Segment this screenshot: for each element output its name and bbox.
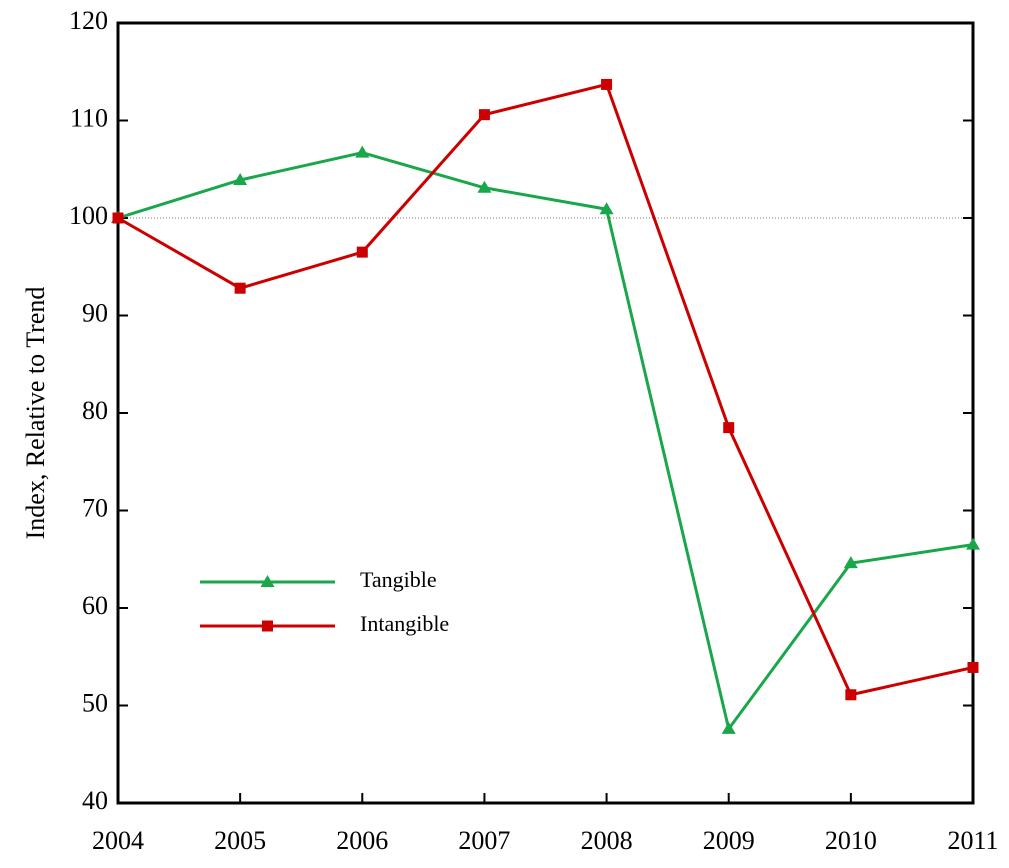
x-tick-label: 2006 <box>336 826 388 855</box>
marker <box>355 145 370 158</box>
legend-label: Tangible <box>360 567 437 592</box>
marker <box>601 78 613 90</box>
legend-label: Intangible <box>360 611 449 636</box>
y-tick-label: 110 <box>70 103 108 132</box>
marker <box>721 721 736 734</box>
marker <box>112 212 124 224</box>
y-tick-label: 50 <box>82 688 108 717</box>
y-tick-label: 90 <box>82 298 108 327</box>
marker <box>478 109 490 121</box>
marker <box>966 537 980 550</box>
y-tick-label: 60 <box>82 591 108 620</box>
marker <box>233 172 248 185</box>
x-tick-label: 2011 <box>947 826 998 855</box>
marker <box>845 689 857 701</box>
marker <box>967 661 979 673</box>
x-tick-label: 2009 <box>703 826 755 855</box>
plot-frame <box>116 21 975 805</box>
series-line <box>117 151 974 733</box>
marker <box>262 620 273 632</box>
y-tick-label: 120 <box>69 6 108 35</box>
marker <box>599 202 614 215</box>
series-line <box>117 82 974 697</box>
y-tick-label: 80 <box>82 396 108 425</box>
x-tick-label: 2010 <box>825 826 877 855</box>
marker <box>843 556 858 569</box>
y-tick-label: 100 <box>69 201 108 230</box>
marker <box>234 282 246 294</box>
x-tick-label: 2004 <box>92 826 144 855</box>
y-tick-label: 70 <box>82 493 108 522</box>
x-tick-label: 2005 <box>214 826 266 855</box>
marker <box>477 180 492 193</box>
marker <box>260 575 275 587</box>
marker <box>356 246 368 258</box>
y-tick-label: 40 <box>82 786 108 815</box>
y-axis-label: Index, Relative to Trend <box>21 287 50 540</box>
x-tick-label: 2008 <box>581 826 633 855</box>
x-tick-label: 2007 <box>458 826 510 855</box>
marker <box>723 422 735 434</box>
